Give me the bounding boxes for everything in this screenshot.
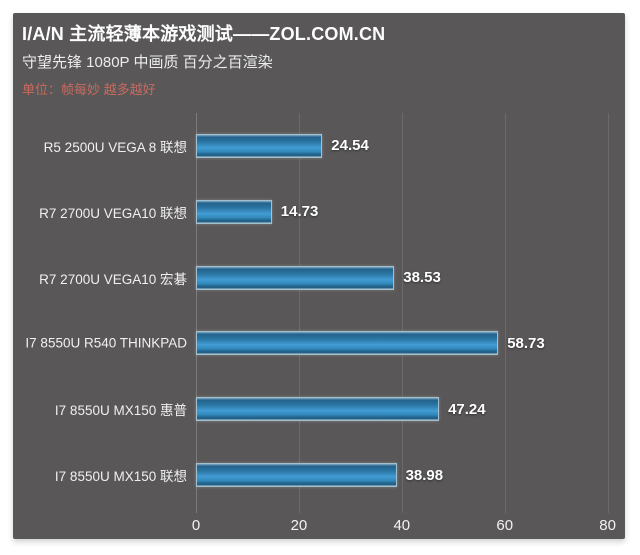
category-label: I7 8550U R540 THINKPAD xyxy=(25,335,187,351)
value-bar xyxy=(196,265,395,290)
y-axis-line xyxy=(196,113,197,513)
gridline xyxy=(607,113,609,513)
x-tick-label: 60 xyxy=(496,517,514,534)
category-label: R5 2500U VEGA 8 联想 xyxy=(43,139,187,155)
category-label: R7 2700U VEGA10 宏碁 xyxy=(39,271,187,287)
chart-subtitle: 守望先锋 1080P 中画质 百分之百渲染 xyxy=(22,54,273,71)
x-tick-label: 40 xyxy=(393,517,411,534)
unit-note: 单位：帧每妙 越多越好 xyxy=(22,82,156,97)
bar-row: I7 8550U MX150 惠普 47.24 xyxy=(55,376,620,442)
value-bar xyxy=(196,199,272,224)
chart-title: I/A/N 主流轻薄本游戏测试——ZOL.COM.CN xyxy=(22,24,386,44)
value-label: 38.53 xyxy=(403,269,441,287)
gridline xyxy=(298,113,300,513)
chart-panel: I/A/N 主流轻薄本游戏测试——ZOL.COM.CN 守望先锋 1080P 中… xyxy=(13,13,625,539)
gridline xyxy=(401,113,403,513)
value-bar xyxy=(196,133,323,158)
x-tick-label: 0 xyxy=(191,517,201,534)
bar-row: I7 8550U R540 THINKPAD 58.73 xyxy=(25,311,620,377)
bar-row: R7 2700U VEGA10 联想 14.73 xyxy=(39,179,620,245)
value-label: 24.54 xyxy=(331,137,369,155)
value-bar xyxy=(196,397,440,422)
value-label: 38.98 xyxy=(405,466,444,484)
value-bar xyxy=(196,463,397,488)
value-bar xyxy=(196,331,499,356)
value-label: 14.73 xyxy=(280,203,319,221)
x-tick-label: 80 xyxy=(599,517,616,534)
gridline xyxy=(504,113,506,513)
category-label: I7 8550U MX150 惠普 xyxy=(54,403,187,419)
category-label: I7 8550U MX150 联想 xyxy=(54,469,187,485)
category-label: R7 2700U VEGA10 联想 xyxy=(39,205,187,221)
bar-row: R5 2500U VEGA 8 联想 24.54 xyxy=(44,113,620,179)
x-tick-label: 20 xyxy=(290,517,308,534)
bar-row: R7 2700U VEGA10 宏碁 38.53 xyxy=(39,245,620,311)
plot-area: 0 20 40 60 80 R5 2500U VEGA 8 联想 24.54 R7 2700U… xyxy=(25,113,620,534)
bar-row: I7 8550U MX150 联想 38.98 xyxy=(55,442,620,508)
value-label: 47.24 xyxy=(448,400,486,418)
value-label: 58.73 xyxy=(507,334,545,352)
chart-header: I/A/N 主流轻薄本游戏测试——ZOL.COM.CN 守望先锋 1080P 中… xyxy=(13,13,625,98)
